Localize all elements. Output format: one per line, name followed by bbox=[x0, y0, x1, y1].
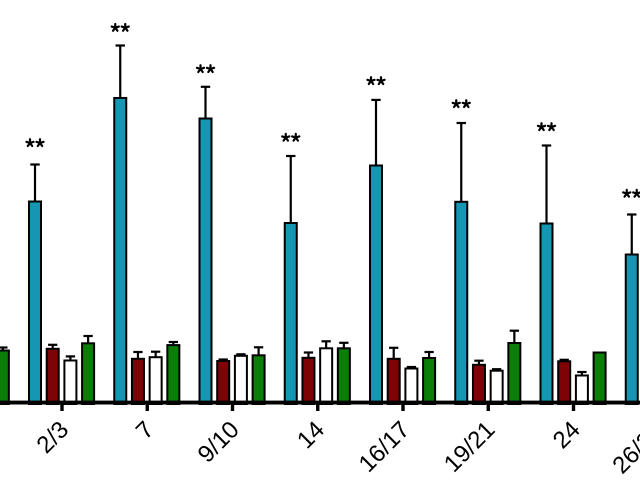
svg-text:16/17: 16/17 bbox=[354, 416, 416, 478]
svg-text:7: 7 bbox=[131, 416, 160, 445]
svg-text:9/10: 9/10 bbox=[193, 416, 245, 468]
svg-text:26/28: 26/28 bbox=[607, 418, 640, 480]
svg-text:14: 14 bbox=[292, 416, 330, 454]
svg-text:19/21: 19/21 bbox=[439, 416, 501, 478]
svg-text:2/3: 2/3 bbox=[32, 416, 75, 459]
svg-text:24: 24 bbox=[548, 416, 586, 454]
